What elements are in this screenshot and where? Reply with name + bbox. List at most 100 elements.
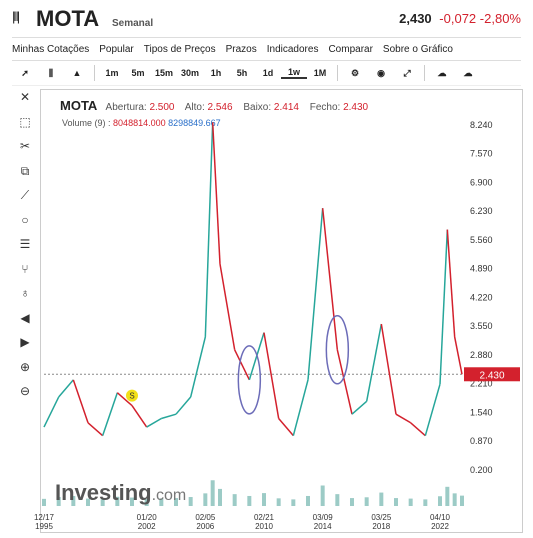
interval-1d[interactable]: 1d — [262, 68, 274, 78]
last-price: 2,430 — [399, 11, 432, 26]
arrow-right-icon[interactable]: ▶ — [20, 335, 30, 349]
trendline-icon[interactable]: ⟋ — [20, 188, 30, 202]
volume-bar — [306, 495, 310, 506]
cloud-upload-icon[interactable]: ☁ — [463, 67, 473, 78]
x-tick-label: 03/25 — [371, 513, 392, 522]
open-value: 2.500 — [149, 102, 175, 113]
price-change: -0,072 — [439, 11, 477, 26]
copy-icon[interactable]: ⧉ — [20, 163, 30, 178]
scissors-icon[interactable]: ✂ — [19, 139, 31, 153]
magnet-icon[interactable]: ♁ — [20, 286, 30, 300]
fullscreen-icon[interactable]: ⤢ — [403, 67, 411, 78]
volume-bar — [130, 497, 134, 506]
menu-compare[interactable]: Comparar — [328, 43, 373, 55]
price-segment — [72, 379, 89, 424]
cursor-icon[interactable]: ➚ — [21, 67, 29, 78]
x-tick-label: 2022 — [431, 522, 449, 531]
y-tick-label: 0.200 — [470, 465, 493, 475]
volume-bar — [423, 499, 428, 506]
menu-about-chart[interactable]: Sobre o Gráfico — [382, 43, 453, 55]
interval-30m[interactable]: 30m — [180, 68, 199, 78]
volume-bar — [335, 494, 340, 506]
cloud-download-icon[interactable]: ☁ — [437, 67, 447, 78]
interval-1m[interactable]: 1m — [105, 68, 119, 78]
pitchfork-icon[interactable]: ⑂ — [21, 261, 29, 276]
legend-symbol: MOTA — [60, 98, 98, 113]
highlight-ellipse — [237, 345, 262, 415]
close-value: 2.430 — [343, 102, 369, 113]
price-segment — [292, 379, 309, 436]
x-tick-label: 2014 — [314, 522, 332, 531]
zoom-in-icon[interactable]: ⊕ — [19, 359, 31, 374]
volume-bar — [350, 498, 354, 506]
volume-bar — [291, 499, 296, 506]
investing-logo: Investing.com — [55, 480, 187, 505]
volume-bar — [42, 498, 46, 506]
price-summary: 2,430 -0,072 -2,80% — [399, 11, 521, 26]
y-tick-label: 2.210 — [470, 379, 493, 389]
high-label: Alto: — [184, 102, 205, 113]
candlestick-icon[interactable]: ⫼ — [48, 67, 54, 78]
interval-15m[interactable]: 15m — [154, 68, 173, 78]
menu-my-quotes[interactable]: Minhas Cotações — [12, 43, 90, 55]
y-tick-label: 6.900 — [470, 177, 493, 187]
price-segment — [351, 400, 368, 415]
price-segment — [453, 336, 463, 375]
chart-frame — [40, 89, 523, 533]
menu-indicators[interactable]: Indicadores — [266, 43, 319, 55]
volume-bar — [218, 488, 222, 506]
divider — [424, 65, 425, 81]
x-tick-label: 2002 — [138, 522, 156, 531]
candles-icon: |‖| — [12, 9, 20, 24]
mountain-icon[interactable]: ▲ — [72, 68, 82, 78]
cursor-select-icon[interactable]: ⬚ — [19, 114, 31, 129]
price-segment — [58, 379, 74, 398]
price-segment — [424, 383, 441, 436]
volume-bar — [100, 499, 105, 506]
close-icon[interactable]: ✕ — [19, 90, 31, 104]
interval-5m[interactable]: 5m — [131, 68, 145, 78]
x-tick-label: 03/09 — [313, 513, 334, 522]
menu-popular[interactable]: Popular — [99, 43, 134, 55]
volume-bar — [262, 493, 266, 506]
volume-bar — [276, 498, 281, 506]
ohlc-legend: MOTA Abertura: 2.500 Alto: 2.546 Baixo: … — [60, 98, 376, 113]
gear-icon[interactable]: ⚙ — [350, 67, 360, 78]
y-tick-label: 8.240 — [470, 120, 493, 130]
low-value: 2.414 — [273, 102, 299, 113]
price-segment — [380, 323, 397, 415]
volume-bar — [460, 495, 464, 506]
arrow-left-icon[interactable]: ◀ — [20, 310, 30, 325]
volume-bar — [203, 493, 208, 506]
volume-ma-value: 8298849.667 — [168, 118, 221, 128]
toolbar: ➚ ⫼ ▲ 1m 5m 15m 30m 1h 5h 1d 1w 1M ⚙ ◉ ⤢… — [12, 61, 521, 86]
y-tick-label: 3.550 — [470, 321, 493, 331]
volume-bar — [364, 497, 369, 506]
volume-bar — [438, 496, 442, 506]
interval-1M[interactable]: 1M — [313, 68, 327, 78]
high-value: 2.546 — [207, 102, 233, 113]
price-change-pct: -2,80% — [479, 11, 521, 26]
interval-1h[interactable]: 1h — [210, 68, 222, 78]
price-segment — [101, 392, 119, 436]
fibonacci-icon[interactable]: ☰ — [19, 237, 31, 251]
chart-menu: Minhas Cotações Popular Tipos de Preços … — [12, 37, 521, 61]
camera-icon[interactable]: ◉ — [377, 67, 385, 78]
y-tick-label: 1.540 — [470, 407, 493, 417]
menu-price-types[interactable]: Tipos de Preços — [143, 43, 216, 55]
price-segment — [336, 349, 353, 415]
volume-value: 8048814.000 — [113, 118, 166, 128]
interval-label: Semanal — [112, 18, 154, 29]
circle-icon[interactable]: ○ — [21, 212, 29, 227]
x-tick-label: 01/20 — [137, 513, 158, 522]
menu-timeframes[interactable]: Prazos — [225, 43, 257, 55]
page-title: MOTA — [36, 6, 100, 31]
price-segment — [219, 263, 236, 350]
interval-5h[interactable]: 5h — [236, 68, 248, 78]
volume-bar — [452, 493, 457, 506]
price-segment — [307, 208, 324, 380]
price-segment — [321, 208, 339, 350]
interval-1w[interactable]: 1w — [281, 67, 307, 79]
zoom-out-icon[interactable]: ⊖ — [19, 384, 31, 398]
